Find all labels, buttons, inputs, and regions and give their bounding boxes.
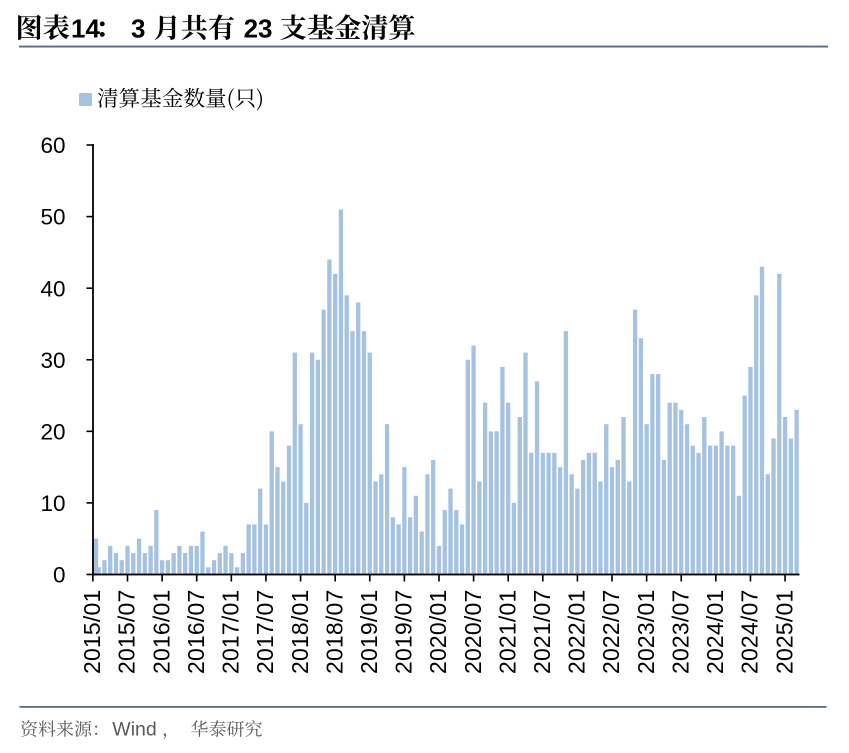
svg-text:30: 30 [40,348,65,373]
svg-text:50: 50 [40,205,65,230]
svg-text:2024/07: 2024/07 [737,590,763,675]
svg-text:2015/01: 2015/01 [79,590,105,675]
svg-text:2016/01: 2016/01 [148,590,174,675]
svg-text:40: 40 [40,276,65,301]
svg-text:2016/07: 2016/07 [183,590,209,675]
svg-text:2020/07: 2020/07 [460,590,486,675]
svg-text:2023/07: 2023/07 [667,590,693,675]
svg-text:2022/07: 2022/07 [598,590,624,675]
svg-text:0: 0 [53,563,66,588]
svg-text:2020/01: 2020/01 [425,590,451,675]
svg-text:2019/07: 2019/07 [391,590,417,675]
svg-text:2019/01: 2019/01 [356,590,382,675]
svg-text:23: 23 [244,14,273,44]
svg-text:2017/01: 2017/01 [218,590,244,675]
svg-text:2024/01: 2024/01 [702,590,728,675]
svg-text:2017/07: 2017/07 [252,590,278,675]
svg-text:2021/07: 2021/07 [529,590,555,675]
svg-text:60: 60 [40,133,65,158]
svg-text:2018/07: 2018/07 [321,590,347,675]
svg-text:2025/01: 2025/01 [771,590,797,675]
svg-text:2018/01: 2018/01 [287,590,313,675]
svg-text:2021/01: 2021/01 [494,590,520,675]
svg-text:2022/01: 2022/01 [564,590,590,675]
svg-text:14: 14 [71,14,100,44]
svg-text:Wind: Wind [112,719,156,741]
svg-text:10: 10 [40,491,65,516]
svg-text:3: 3 [131,14,145,44]
svg-text:2023/01: 2023/01 [633,590,659,675]
svg-text:2015/07: 2015/07 [114,590,140,675]
svg-text:20: 20 [40,419,65,444]
